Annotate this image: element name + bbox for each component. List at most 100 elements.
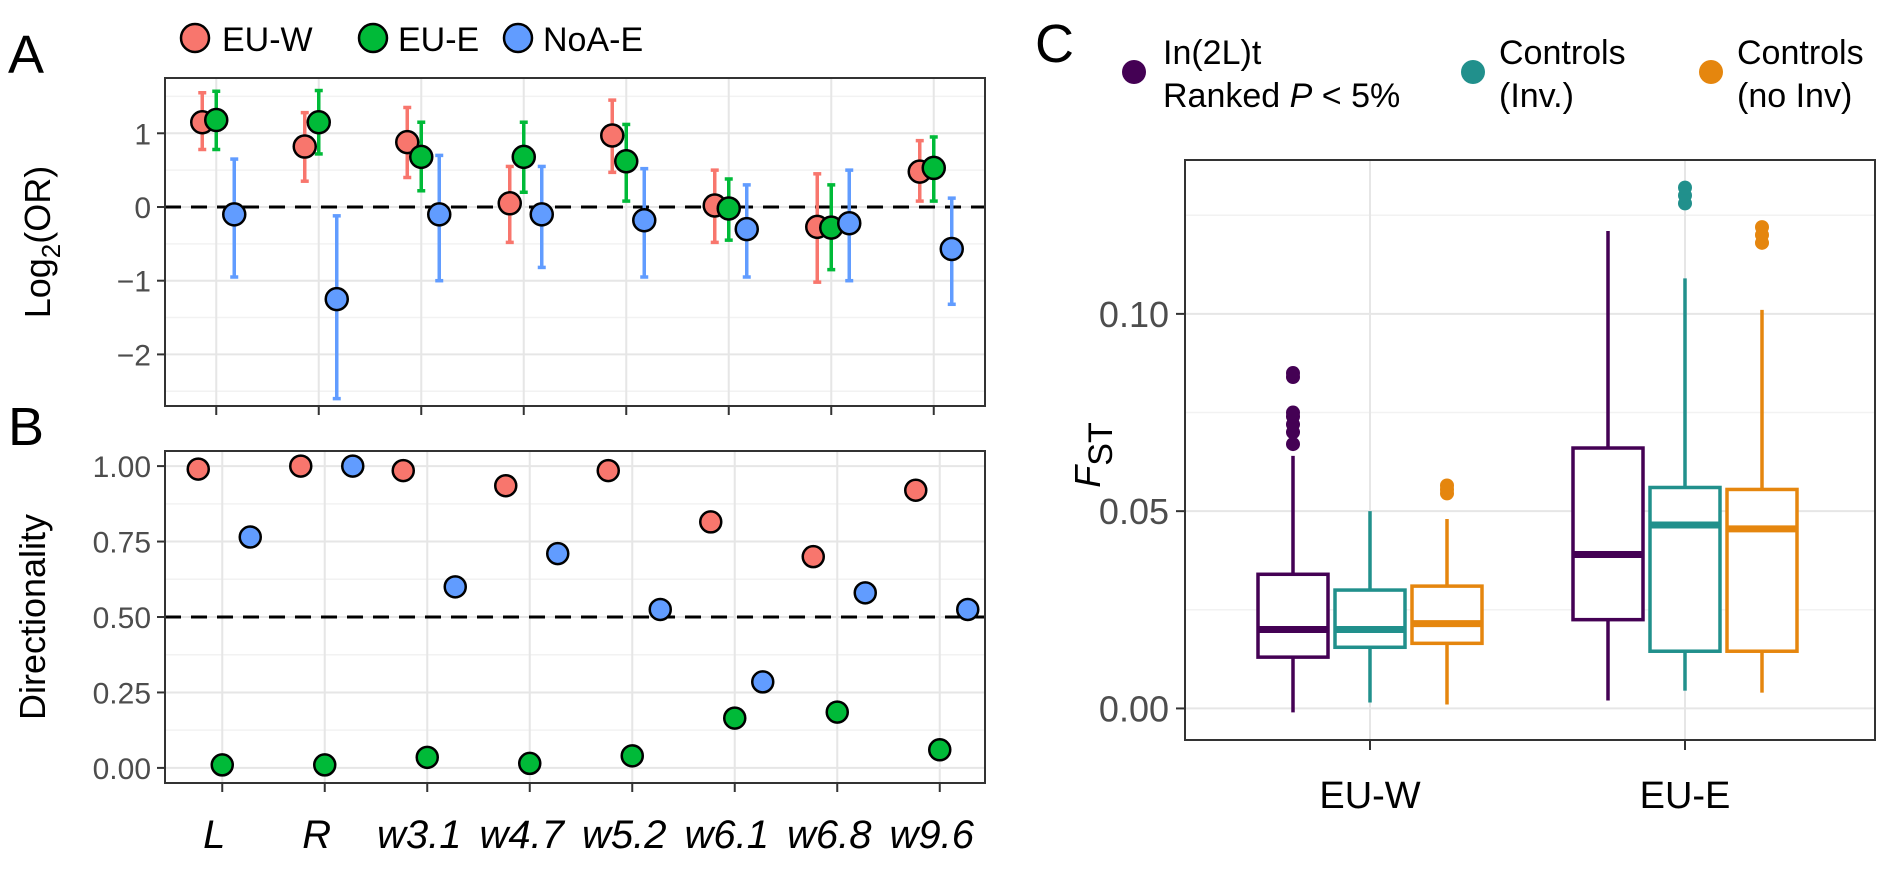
panel-b-point-eu-e-r — [313, 753, 337, 777]
panel-a-point-noa-e-w6-1 — [734, 216, 759, 242]
panel-a-point-noa-e-w4-7 — [529, 202, 554, 227]
legend-c-label-controls-inv: Controls (Inv.) — [1499, 34, 1635, 115]
panel-b-y-tick-label: 0.00 — [93, 753, 151, 786]
legend-a-label-eu-e: EU-E — [398, 21, 479, 59]
panel-b-point-noa-e-r — [341, 454, 365, 478]
panel-b-point-noa-e-w6-8 — [853, 581, 877, 605]
legend-a: EU-W EU-E NoA-E — [179, 21, 643, 59]
legend-c: In(2L)t Ranked P < 5% Controls (Inv.) Co… — [1122, 34, 1873, 115]
panel-c-box-controls-no-inv-eu-w — [1410, 584, 1484, 646]
panel-b-point-eu-e-w4-7 — [518, 751, 542, 776]
panel-b-point-eu-e-l — [210, 753, 234, 777]
panel-a: 1 0 −1 −2 Log2(OR) — [17, 77, 986, 415]
panel-b-point-eu-w-w3-1 — [391, 458, 415, 483]
panel-a-marks — [190, 88, 964, 401]
panel-b-point-eu-e-w5-2 — [620, 744, 644, 768]
panel-c-y-title-main: F — [1067, 464, 1108, 488]
panel-a-point-noa-e-r — [324, 286, 349, 312]
panel-b-point-noa-e-w5-2 — [648, 597, 672, 622]
panel-b-point-noa-e-l — [238, 525, 262, 549]
panel-b-point-eu-w-w4-7 — [494, 473, 518, 498]
panel-b-point-eu-w-l — [186, 457, 210, 481]
panel-a-x-ticks — [215, 406, 935, 415]
panel-b-point-eu-w-w9-6 — [904, 478, 928, 502]
panel-a-point-eu-e-w5-2 — [614, 149, 639, 174]
x-tick-label-w6-8: w6.8 — [787, 813, 872, 857]
x-tick-label-w5-2: w5.2 — [582, 813, 667, 857]
panel-letter-b: B — [8, 397, 44, 457]
panel-c-box-controls-no-inv-eu-w-outlier — [1440, 478, 1454, 493]
panel-a-point-eu-e-l — [204, 107, 229, 133]
x-tick-label-l: L — [203, 813, 225, 857]
legend-a-label-noa-e: NoA-E — [543, 21, 643, 59]
panel-c-x-tick-label-eu-w: EU-W — [1319, 775, 1420, 817]
panel-a-point-eu-e-w4-7 — [511, 144, 536, 170]
legend-c-controls-noinv-line1: Controls — [1737, 34, 1864, 72]
panel-b-point-eu-e-w6-8 — [825, 700, 849, 724]
panel-a-point-noa-e-l — [222, 202, 247, 227]
panel-b-point-noa-e-w6-1 — [751, 670, 775, 694]
panel-c-box-in-2l-t-eu-e — [1571, 446, 1645, 622]
panel-c-box-in-2l-t-eu-w-outlier — [1286, 405, 1300, 420]
panel-a-y-ticks: 1 0 −1 −2 — [117, 118, 165, 372]
panel-b-point-eu-w-w6-8 — [801, 544, 825, 569]
panel-a-y-tick-label: −2 — [117, 339, 151, 372]
legend-c-controls-noinv-line2: (no Inv) — [1737, 77, 1852, 115]
panel-c-box-in-2l-t-eu-w-outlier — [1286, 366, 1300, 381]
legend-c-controls-inv-line1: Controls — [1499, 34, 1626, 72]
legend-c-inversion-line2-p: P — [1290, 77, 1313, 115]
panel-c-y-ticks: 0.00 0.05 0.10 — [1099, 294, 1185, 729]
panel-a-point-eu-w-w4-7 — [497, 191, 522, 216]
panel-c-box-in-2l-t-eu-w — [1256, 572, 1330, 659]
panel-a-point-eu-e-w6-1 — [716, 196, 741, 221]
panel-a-point-eu-e-r — [306, 109, 331, 135]
panel-b-point-eu-w-r — [289, 454, 313, 478]
x-tick-label-r: R — [302, 813, 331, 857]
panel-b-point-noa-e-w9-6 — [956, 597, 980, 622]
legend-c-label-inversion: In(2L)t Ranked P < 5% — [1163, 34, 1400, 115]
panel-a-point-eu-e-w9-6 — [921, 155, 946, 181]
legend-c-controls-inv-line2: (Inv.) — [1499, 77, 1574, 115]
panel-b-y-axis-title: Directionality — [12, 514, 53, 720]
legend-c-key-controls-noinv — [1699, 60, 1723, 84]
panel-c: 0.00 0.05 0.10 EU-W EU-E FST — [1067, 159, 1876, 817]
panel-b-y-tick-label: 0.50 — [93, 602, 151, 635]
panel-c-frame — [1184, 159, 1876, 741]
panel-letter-c: C — [1035, 14, 1074, 74]
legend-c-inversion-line2-pre: Ranked — [1163, 77, 1290, 115]
panel-c-y-tick-label: 0.05 — [1099, 491, 1169, 532]
x-tick-label-w9-6: w9.6 — [890, 813, 975, 857]
panel-b-y-tick-label: 1.00 — [93, 451, 151, 484]
panel-a-y-axis-title: Log2(OR) — [17, 166, 66, 319]
legend-a-key-eu-w — [179, 22, 211, 54]
panel-b-point-eu-w-w6-1 — [699, 510, 723, 534]
legend-c-key-inversion — [1122, 60, 1146, 84]
panel-a-y-tick-label: 0 — [134, 192, 151, 225]
panel-c-x-tick-label-eu-e: EU-E — [1640, 775, 1731, 817]
panel-a-point-eu-w-w5-2 — [600, 123, 625, 148]
panel-b-grid — [165, 451, 985, 783]
panel-a-point-noa-e-w3-1 — [427, 202, 452, 227]
panel-b-point-eu-e-w6-1 — [723, 706, 747, 730]
legend-c-inversion-line2-post: < 5% — [1312, 77, 1400, 115]
panel-c-box-controls-no-inv-eu-e — [1725, 487, 1799, 653]
panel-b-point-eu-e-w3-1 — [415, 745, 439, 770]
panel-a-point-eu-w-w3-1 — [395, 129, 420, 155]
legend-c-inversion-line1: In(2L)t — [1163, 34, 1262, 72]
panel-b-y-ticks: 0.00 0.25 0.50 0.75 1.00 — [93, 451, 165, 786]
panel-a-y-title-sub: 2 — [36, 244, 66, 258]
panel-c-y-tick-label: 0.10 — [1099, 294, 1169, 335]
panel-letter-a: A — [8, 25, 44, 85]
panel-a-frame — [164, 77, 986, 407]
panel-c-marks — [1256, 180, 1799, 713]
legend-c-label-controls-noinv: Controls (no Inv) — [1737, 34, 1873, 115]
panel-b-y-tick-label: 0.75 — [93, 527, 151, 560]
panel-a-y-title-tail: (OR) — [17, 166, 58, 244]
panel-a-grid — [165, 78, 985, 406]
panel-b-point-eu-e-w9-6 — [928, 738, 952, 762]
legend-a-key-noa-e — [502, 22, 534, 54]
panel-c-box-in-2l-t-eu-w-outlier — [1286, 437, 1300, 452]
panel-a-y-tick-label: 1 — [134, 118, 151, 151]
legend-c-key-controls-inv — [1461, 60, 1485, 84]
